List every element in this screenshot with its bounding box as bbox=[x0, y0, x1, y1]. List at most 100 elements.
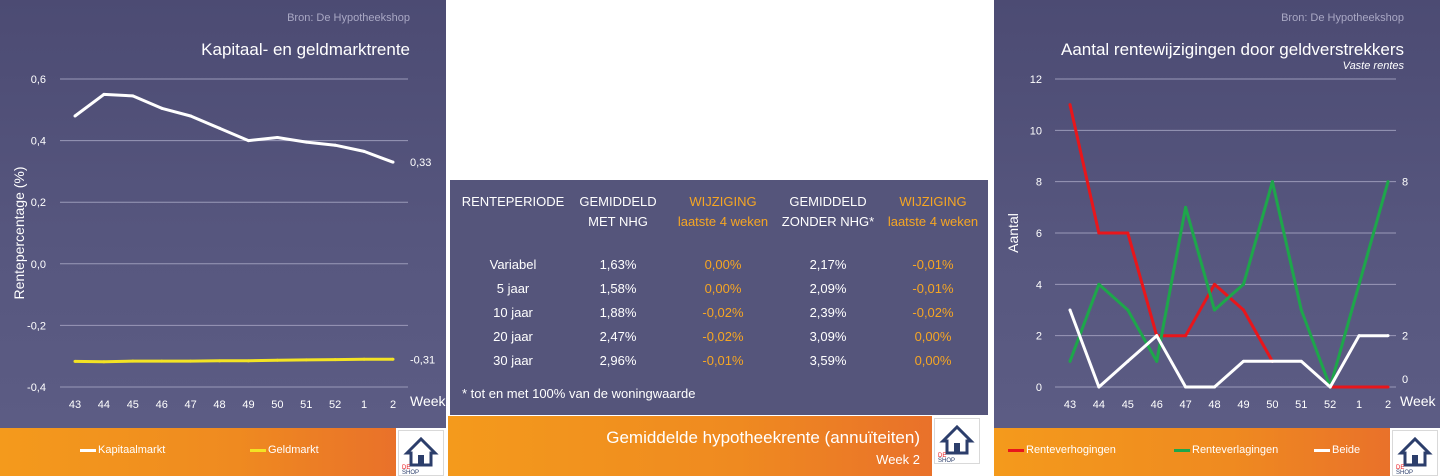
series-line-renteverlagingen bbox=[1068, 180, 1390, 389]
data-point bbox=[1126, 359, 1130, 363]
data-point bbox=[1184, 205, 1188, 209]
table-cell: 0,00% bbox=[704, 257, 742, 272]
x-tick-label: 48 bbox=[213, 399, 225, 411]
table-cell: 2,17% bbox=[809, 257, 847, 272]
data-point bbox=[1097, 385, 1101, 389]
data-point bbox=[391, 357, 395, 361]
y-tick-label: 0 bbox=[1036, 382, 1042, 394]
data-point bbox=[391, 160, 395, 164]
data-point bbox=[246, 139, 250, 143]
capital-money-market-panel: Bron: De Hypotheekshop Kapitaal- en geld… bbox=[0, 0, 446, 476]
end-value-label: 0,33 bbox=[410, 157, 431, 169]
hypotheekshop-logo: DE SHOP bbox=[398, 430, 444, 476]
table-cell: 3,59% bbox=[809, 353, 847, 368]
table-week: Week 2 bbox=[876, 452, 920, 467]
data-point bbox=[1241, 282, 1245, 286]
table-cell: 3,09% bbox=[809, 329, 847, 344]
data-point bbox=[160, 359, 164, 363]
end-value-label: 8 bbox=[1402, 177, 1408, 189]
data-point bbox=[73, 114, 77, 118]
legend-item-geldmarkt: Geldmarkt bbox=[250, 444, 319, 456]
data-point bbox=[1299, 359, 1303, 363]
data-point bbox=[333, 358, 337, 362]
legend-item-renteverhogingen: Renteverhogingen bbox=[1008, 444, 1116, 456]
hypotheekshop-logo: DE SHOP bbox=[934, 418, 980, 464]
data-point bbox=[1155, 334, 1159, 338]
data-point bbox=[131, 94, 135, 98]
legend-swatch bbox=[1314, 448, 1330, 452]
table-cell: 0,00% bbox=[914, 329, 952, 344]
x-tick-label: 44 bbox=[98, 399, 110, 411]
y-tick-label: 2 bbox=[1036, 331, 1042, 343]
data-point bbox=[275, 358, 279, 362]
data-point bbox=[275, 136, 279, 140]
chart-title: Aantal rentewijzigingen door geldverstre… bbox=[1060, 40, 1404, 59]
legend-swatch bbox=[250, 448, 266, 452]
data-point bbox=[362, 357, 366, 361]
table-row-label: 20 jaar bbox=[493, 329, 533, 344]
series-line-renteverhogingen bbox=[1068, 104, 1388, 389]
data-point bbox=[1241, 308, 1245, 312]
col-header-renteperiode: RENTEPERIODE bbox=[461, 194, 565, 209]
x-tick-label: 46 bbox=[1151, 399, 1163, 411]
chart-source: Bron: De Hypotheekshop bbox=[1281, 12, 1404, 24]
data-point bbox=[1213, 385, 1217, 389]
capital-market-chart: -0,4 -0,2 0,0 0,2 0,4 0,6 43 44 45 46 47 48 49 50 51 52… bbox=[11, 74, 446, 411]
x-tick-label: 50 bbox=[1266, 399, 1278, 411]
svg-text:SHOP: SHOP bbox=[1396, 470, 1413, 475]
y-tick-label: 6 bbox=[1036, 228, 1042, 240]
table-cell: -0,01% bbox=[912, 281, 954, 296]
data-point bbox=[304, 358, 308, 362]
legend-swatch bbox=[1008, 448, 1024, 452]
data-point bbox=[304, 140, 308, 144]
data-point bbox=[1328, 385, 1332, 389]
table-cell: 1,88% bbox=[599, 305, 637, 320]
x-axis-label: Week bbox=[410, 393, 446, 409]
x-tick-label: 1 bbox=[1356, 399, 1362, 411]
data-point bbox=[1126, 231, 1130, 235]
x-tick-label: 48 bbox=[1208, 399, 1220, 411]
x-tick-label: 50 bbox=[271, 399, 283, 411]
y-tick-label: 0,0 bbox=[31, 259, 46, 271]
x-tick-label: 2 bbox=[1385, 399, 1391, 411]
table-cell: -0,02% bbox=[912, 305, 954, 320]
data-point bbox=[1299, 308, 1303, 312]
data-point bbox=[1270, 180, 1274, 184]
y-tick-label: 0,6 bbox=[31, 74, 46, 86]
data-point bbox=[1357, 385, 1361, 389]
data-point bbox=[1386, 180, 1390, 184]
col-header-zonder-nhg: GEMIDDELD ZONDER NHG* bbox=[781, 194, 875, 229]
data-point bbox=[1213, 308, 1217, 312]
x-tick-label: 47 bbox=[1180, 399, 1192, 411]
data-point bbox=[1357, 334, 1361, 338]
data-point bbox=[102, 92, 106, 96]
table-cell: 2,96% bbox=[599, 353, 637, 368]
data-point bbox=[189, 359, 193, 363]
y-tick-label: 10 bbox=[1030, 125, 1042, 137]
data-point bbox=[362, 149, 366, 153]
chart-subtitle: Vaste rentes bbox=[1342, 60, 1404, 72]
data-point bbox=[1068, 308, 1072, 312]
data-point bbox=[1097, 231, 1101, 235]
series-line-geldmarkt bbox=[74, 357, 393, 364]
data-point bbox=[1241, 359, 1245, 363]
data-point bbox=[1386, 334, 1390, 338]
data-point bbox=[218, 126, 222, 130]
data-point bbox=[73, 359, 77, 363]
data-point bbox=[189, 114, 193, 118]
table-cell: 1,58% bbox=[599, 281, 637, 296]
table-cell: 1,63% bbox=[599, 257, 637, 272]
col-header-met-nhg: GEMIDDELD MET NHG bbox=[579, 194, 657, 229]
y-tick-label: -0,4 bbox=[27, 382, 46, 394]
legend-item-renteverlagingen: Renteverlagingen bbox=[1174, 444, 1278, 456]
svg-text:SHOP: SHOP bbox=[938, 458, 955, 463]
table-row-label: 5 jaar bbox=[496, 281, 530, 296]
y-tick-label: 4 bbox=[1036, 279, 1042, 291]
x-tick-label: 51 bbox=[300, 399, 312, 411]
x-tick-label: 1 bbox=[361, 399, 367, 411]
svg-text:DE: DE bbox=[938, 453, 946, 459]
chart-background bbox=[994, 0, 1440, 428]
end-value-label: 0 bbox=[1402, 374, 1408, 386]
svg-text:DE: DE bbox=[1396, 465, 1404, 471]
